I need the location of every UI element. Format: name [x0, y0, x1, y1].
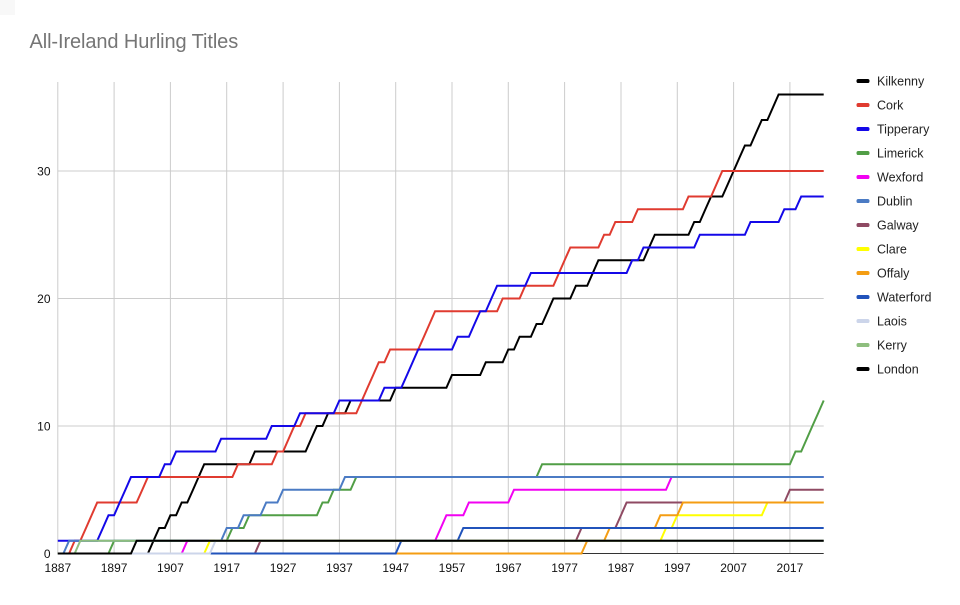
svg-text:Clare: Clare	[877, 242, 907, 256]
svg-text:Laois: Laois	[877, 314, 907, 328]
svg-text:2007: 2007	[720, 561, 747, 575]
svg-text:Cork: Cork	[877, 98, 904, 112]
svg-text:Offaly: Offaly	[877, 266, 910, 280]
svg-text:1917: 1917	[213, 561, 240, 575]
svg-text:1927: 1927	[270, 561, 297, 575]
svg-text:1897: 1897	[101, 561, 128, 575]
svg-text:Kilkenny: Kilkenny	[877, 74, 925, 88]
svg-text:20: 20	[37, 292, 51, 306]
svg-text:Tipperary: Tipperary	[877, 122, 930, 136]
svg-text:1937: 1937	[326, 561, 353, 575]
svg-text:All-Ireland Hurling Titles: All-Ireland Hurling Titles	[30, 31, 239, 53]
svg-text:Limerick: Limerick	[877, 146, 924, 160]
svg-text:1967: 1967	[495, 561, 522, 575]
svg-text:1887: 1887	[44, 561, 71, 575]
svg-text:1977: 1977	[551, 561, 578, 575]
svg-text:Waterford: Waterford	[877, 290, 931, 304]
svg-text:2017: 2017	[777, 561, 804, 575]
svg-text:1907: 1907	[157, 561, 184, 575]
svg-text:Kerry: Kerry	[877, 338, 908, 352]
svg-text:Galway: Galway	[877, 218, 919, 232]
svg-text:1987: 1987	[608, 561, 635, 575]
svg-text:0: 0	[44, 547, 51, 561]
svg-text:Dublin: Dublin	[877, 194, 912, 208]
svg-text:30: 30	[37, 164, 51, 178]
svg-text:1957: 1957	[439, 561, 466, 575]
svg-text:London: London	[877, 362, 919, 376]
svg-text:10: 10	[37, 419, 51, 433]
svg-text:Wexford: Wexford	[877, 170, 923, 184]
svg-text:1997: 1997	[664, 561, 691, 575]
svg-text:1947: 1947	[382, 561, 409, 575]
